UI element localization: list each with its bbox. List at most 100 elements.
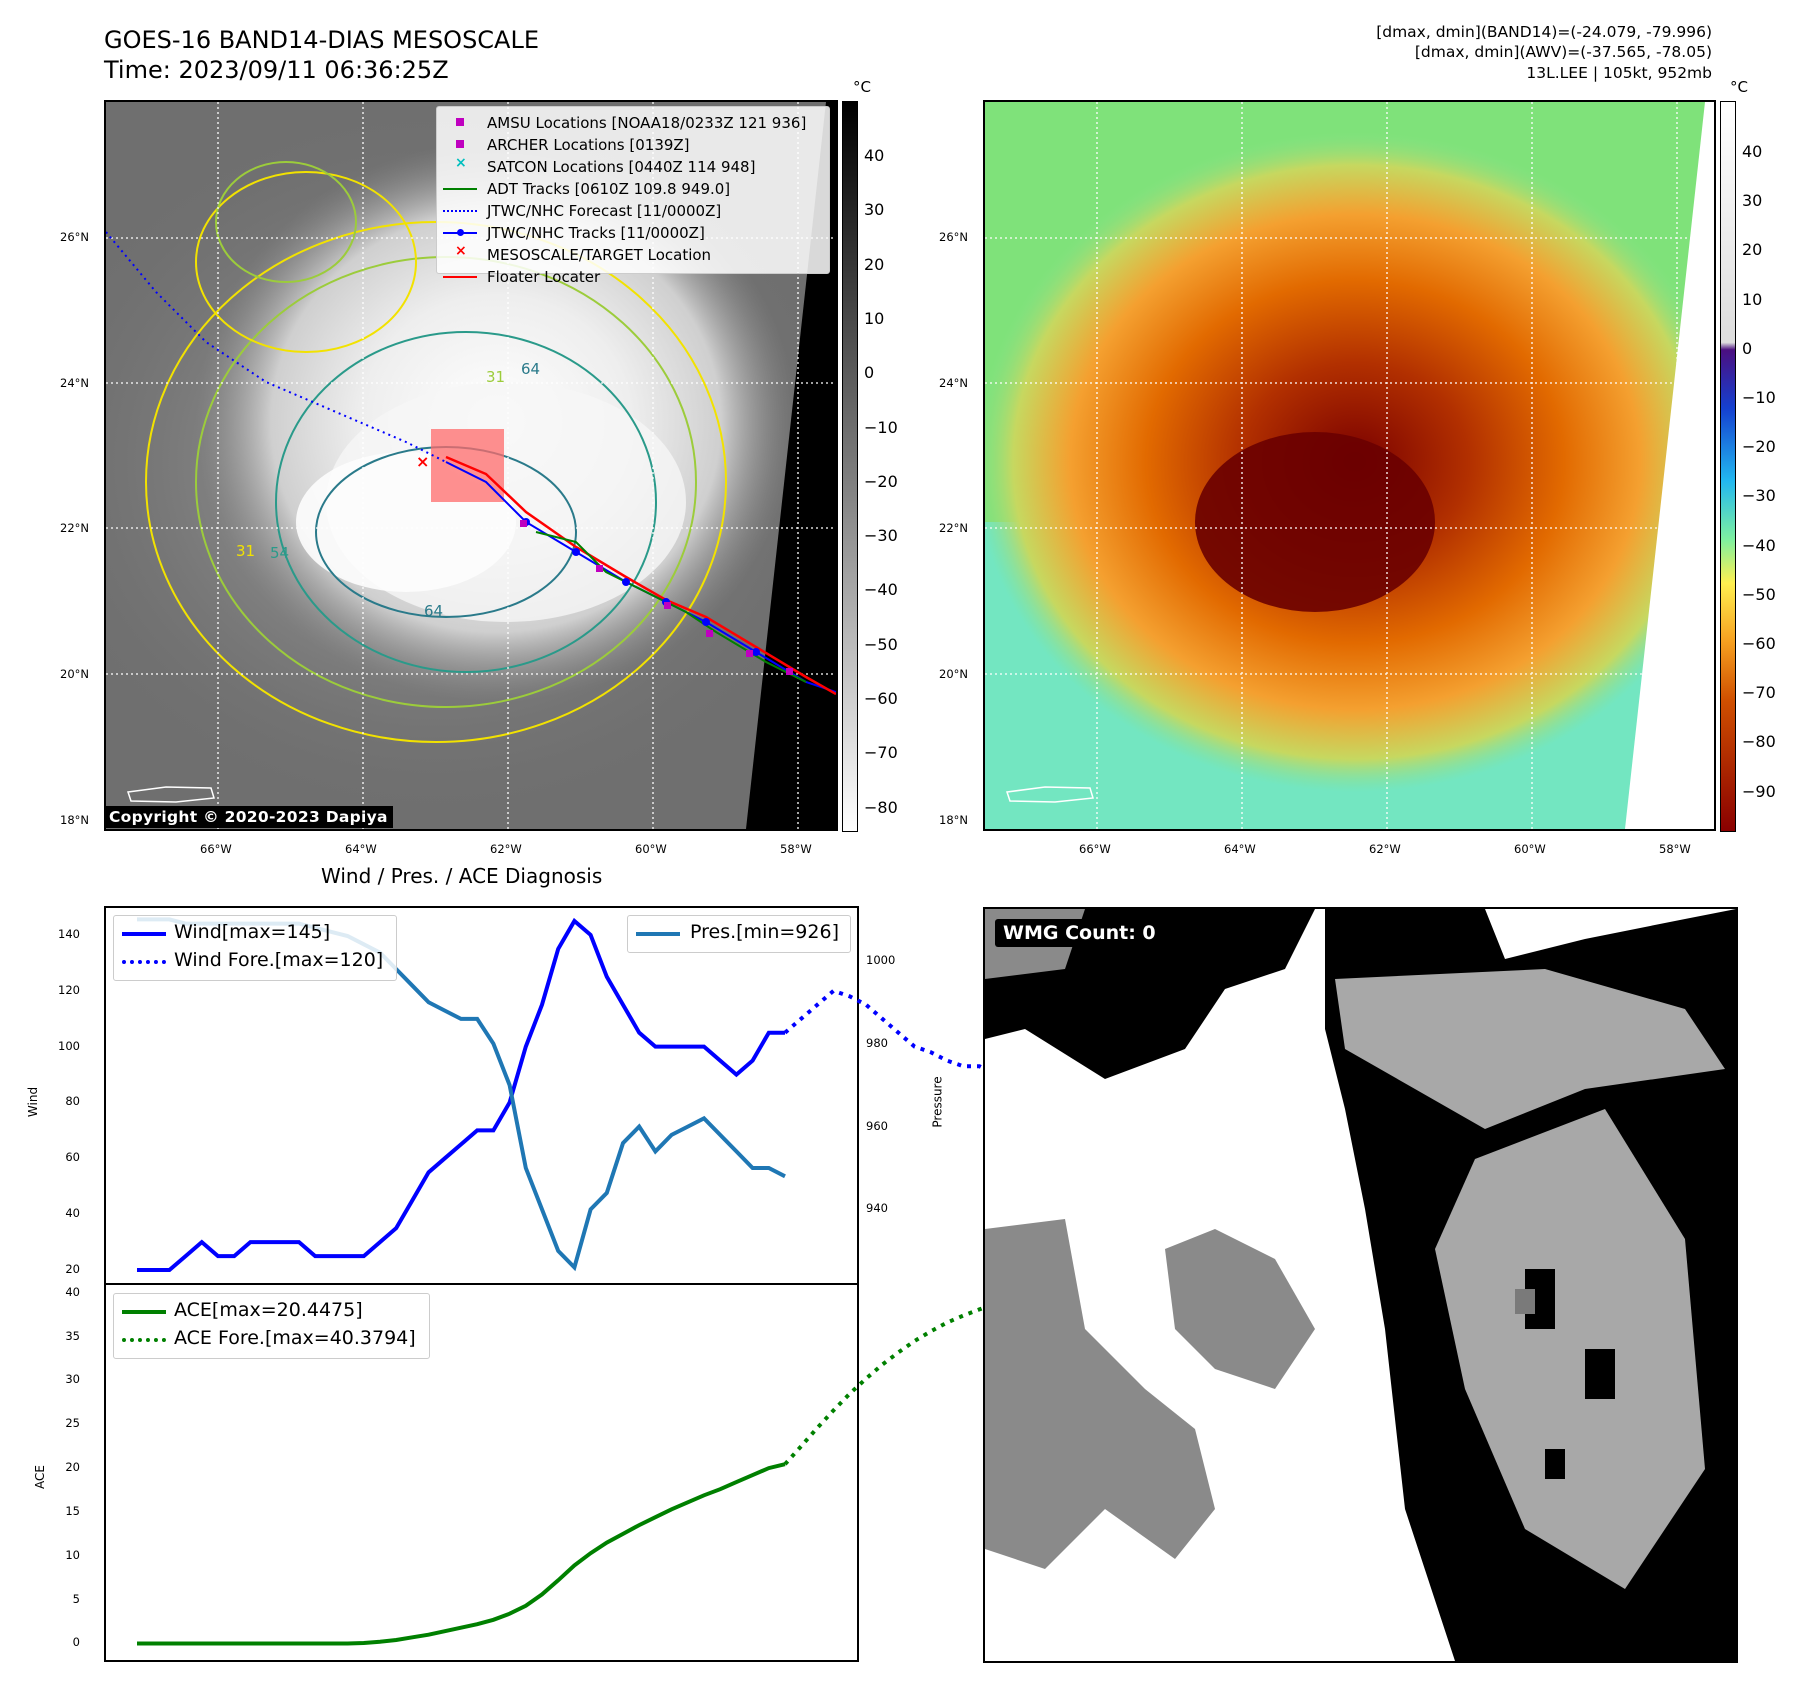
- lon-label: 60°W: [635, 842, 667, 856]
- axis-tick-label: 80: [65, 1094, 80, 1109]
- pressure-legend: Pres.[min=926]: [627, 915, 851, 953]
- lat-label: 26°N: [939, 230, 968, 244]
- colorbar-tick-label: −60: [1742, 634, 1776, 653]
- line-marker-icon: [443, 188, 477, 190]
- colorbar-tick-label: −80: [1742, 732, 1776, 752]
- wind-legend: Wind[max=145] Wind Fore.[max=120]: [113, 915, 397, 981]
- color-ir-map: [983, 100, 1716, 831]
- lat-label: 22°N: [60, 521, 89, 535]
- lon-label: 58°W: [780, 842, 812, 856]
- axis-tick-label: 20: [65, 1262, 80, 1277]
- wmg-panel: WMG Count: 0: [983, 907, 1738, 1663]
- lon-label: 64°W: [345, 842, 377, 856]
- contour-label: 64: [521, 360, 541, 378]
- lon-label: 66°W: [1079, 842, 1111, 856]
- figure-time: Time: 2023/09/11 06:36:25Z: [104, 56, 449, 84]
- contour-label: 31: [486, 368, 506, 386]
- axis-tick-label: 980: [866, 1035, 888, 1050]
- lat-label: 22°N: [939, 521, 968, 535]
- dotted-line-icon: [443, 210, 477, 212]
- colorbar-tick-label: −30: [864, 526, 898, 546]
- axis-tick-label: 30: [65, 1372, 80, 1387]
- axis-tick-label: 960: [866, 1118, 888, 1133]
- contour-label: 54: [270, 544, 290, 562]
- line-marker-icon: [122, 932, 166, 936]
- colorbar-tick-label: −90: [1742, 781, 1776, 801]
- colorbar-tick-label: 10: [864, 308, 885, 328]
- colorbar-tick-label: −50: [864, 634, 898, 654]
- lon-label: 62°W: [490, 842, 522, 856]
- colorbar-tick-label: −20: [864, 471, 898, 491]
- square-marker-icon: [456, 118, 464, 126]
- colorbar-tick-label: 0: [864, 363, 875, 383]
- lon-label: 58°W: [1659, 842, 1691, 856]
- colorbar-tick-label: 40: [1742, 142, 1763, 161]
- color-colorbar: [1720, 101, 1736, 832]
- colorbar-tick-label: −40: [864, 580, 898, 600]
- axis-tick-label: 10: [65, 1547, 80, 1562]
- colorbar-tick-label: −70: [864, 743, 898, 763]
- storm-info-text: 13L.LEE | 105kt, 952mb: [1526, 64, 1712, 82]
- wind-ylabel: Wind: [26, 1086, 41, 1118]
- lon-label: 64°W: [1224, 842, 1256, 856]
- contour-label: 64: [424, 602, 444, 620]
- colorbar-tick-label: −80: [864, 797, 898, 817]
- contour-label: 31: [236, 542, 256, 560]
- lon-label: 60°W: [1514, 842, 1546, 856]
- series-line: [137, 1462, 786, 1646]
- line-marker-icon: [122, 1310, 166, 1314]
- lat-label: 24°N: [939, 376, 968, 390]
- axis-tick-label: 35: [65, 1328, 80, 1343]
- colorbar-tick-label: −10: [1742, 388, 1776, 407]
- colorbar-unit: °C: [1730, 78, 1748, 96]
- colorbar-tick-label: −20: [1742, 437, 1776, 457]
- x-marker-icon: ×: [455, 243, 467, 259]
- lat-label: 26°N: [60, 230, 89, 244]
- axis-tick-label: 25: [65, 1416, 80, 1431]
- map-legend: AMSU Locations [NOAA18/0233Z 121 936] AR…: [436, 106, 830, 286]
- ace-legend: ACE[max=20.4475] ACE Fore.[max=40.3794]: [113, 1293, 430, 1359]
- copyright-badge: Copyright © 2020-2023 Dapiya: [104, 806, 393, 828]
- band14-range-text: [dmax, dmin](BAND14)=(-24.079, -79.996): [1376, 23, 1712, 41]
- lat-label: 20°N: [939, 667, 968, 681]
- colorbar-tick-label: 10: [1742, 289, 1763, 309]
- square-marker-icon: [456, 140, 464, 148]
- grayscale-ir-map: × 54 64 64 31 31 AMSU Locations [NOAA18/…: [104, 100, 838, 831]
- ace-axes: [104, 1283, 859, 1662]
- lon-label: 66°W: [200, 842, 232, 856]
- axis-tick-label: 40: [65, 1206, 80, 1221]
- dotted-line-icon: [122, 1338, 166, 1342]
- lat-label: 18°N: [939, 813, 968, 827]
- colorbar-tick-label: 20: [1742, 240, 1763, 260]
- pressure-ylabel: Pressure: [930, 1076, 945, 1128]
- colorbar-tick-label: −60: [864, 689, 898, 708]
- axis-tick-label: 100: [58, 1038, 80, 1053]
- colorbar-tick-label: −40: [1742, 535, 1776, 555]
- colorbar-unit: °C: [853, 78, 871, 96]
- lon-label: 62°W: [1369, 842, 1401, 856]
- colorbar-tick-label: 30: [864, 200, 885, 220]
- x-marker-icon: ×: [455, 155, 467, 171]
- line-marker-icon: [636, 932, 680, 936]
- colorbar-tick-label: 20: [864, 254, 885, 274]
- axis-tick-label: 940: [866, 1201, 888, 1216]
- figure-title: GOES-16 BAND14-DIAS MESOSCALE: [104, 26, 540, 54]
- colorbar-tick-label: 30: [1742, 191, 1763, 211]
- lat-label: 20°N: [60, 667, 89, 681]
- axis-tick-label: 120: [58, 982, 80, 997]
- dotted-line-icon: [122, 960, 166, 964]
- colorbar-tick-label: −30: [1742, 486, 1776, 506]
- gray-colorbar: [842, 101, 858, 832]
- lat-label: 18°N: [60, 813, 89, 827]
- colorbar-tick-label: −50: [1742, 584, 1776, 604]
- series-line: [137, 917, 785, 1272]
- axis-tick-label: 60: [65, 1150, 80, 1165]
- colorbar-tick-label: 0: [1742, 338, 1753, 358]
- axis-tick-label: 5: [72, 1591, 80, 1606]
- colorbar-tick-label: 40: [864, 146, 885, 165]
- series-line: [783, 988, 1062, 1105]
- svg-text:×: ×: [416, 452, 429, 471]
- axis-tick-label: 15: [65, 1503, 80, 1518]
- axis-tick-label: 0: [72, 1635, 80, 1650]
